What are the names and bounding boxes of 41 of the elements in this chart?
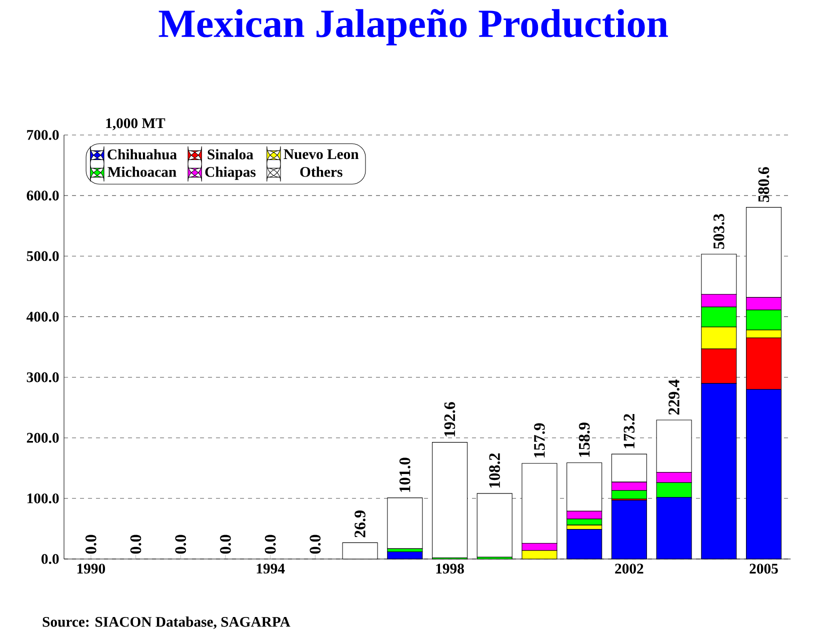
source-note: Source: SIACON Database, SAGARPA xyxy=(42,616,290,629)
x-tick-label: 1990 xyxy=(77,564,106,574)
y-tick-label: 100.0 xyxy=(27,493,59,504)
total-label: 0.0 xyxy=(220,534,231,554)
y-axis-title: 1,000 MT xyxy=(106,118,166,130)
bar xyxy=(476,493,512,558)
y-tick-label: 200.0 xyxy=(26,432,59,443)
legend-label: Chiapas xyxy=(205,166,256,180)
total-label: 0.0 xyxy=(130,534,142,554)
legend-label: Michoacan xyxy=(108,166,176,177)
total-label: 0.0 xyxy=(85,534,96,554)
legend-label: Sinaloa xyxy=(208,149,254,160)
y-tick-label: 300.0 xyxy=(26,372,59,382)
x-tick-label: 2005 xyxy=(750,564,778,574)
total-label: 157.9 xyxy=(534,423,545,458)
total-label: 158.9 xyxy=(578,422,590,457)
x-tick-label: 2002 xyxy=(615,564,644,574)
bar xyxy=(387,498,423,549)
legend-label: Chihuahua xyxy=(108,149,177,160)
total-label: 192.6 xyxy=(444,402,456,436)
total-label: 580.6 xyxy=(758,167,770,202)
total-label: 0.0 xyxy=(175,534,186,554)
legend-label: Others xyxy=(300,166,342,177)
total-label: 108.2 xyxy=(489,453,500,488)
y-tick-label: 0.0 xyxy=(42,554,59,564)
x-tick-label: 1998 xyxy=(436,564,464,574)
total-label: 503.3 xyxy=(713,214,724,249)
total-label: 26.9 xyxy=(354,510,366,538)
total-label: 0.0 xyxy=(310,534,321,554)
x-tick-label: 1994 xyxy=(256,564,285,574)
y-tick-label: 600.0 xyxy=(26,190,59,201)
total-label: 0.0 xyxy=(264,534,276,554)
total-label: 229.4 xyxy=(668,380,680,415)
y-tick-label: 500.0 xyxy=(26,251,59,262)
y-tick-label: 700.0 xyxy=(27,130,59,140)
legend-label: Nuevo Leon xyxy=(284,149,359,160)
chart-title: Mexican Jalapeño Production xyxy=(158,9,668,46)
total-label: 101.0 xyxy=(399,458,410,492)
y-tick-label: 400.0 xyxy=(26,312,59,322)
total-label: 173.2 xyxy=(624,414,635,448)
bar xyxy=(432,442,468,558)
